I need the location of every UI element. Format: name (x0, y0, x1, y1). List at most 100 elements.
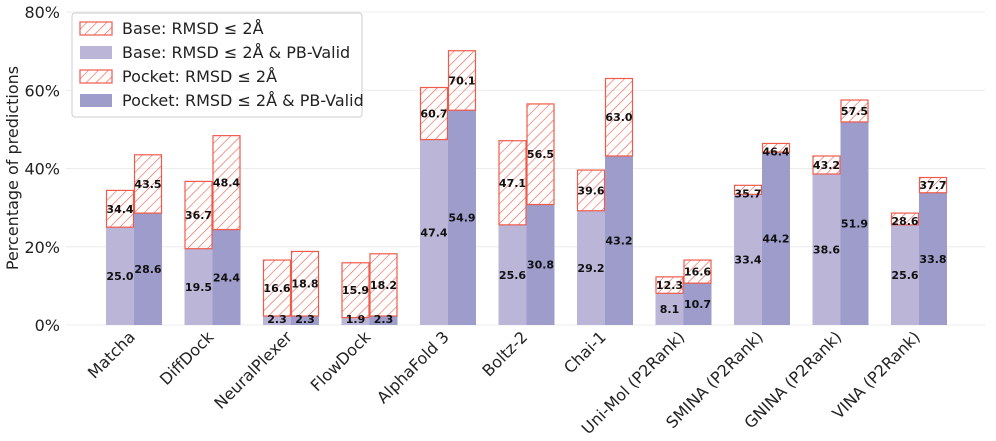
bar-base-pb-valid (577, 210, 605, 325)
bar-label-base-pb-valid: 25.6 (891, 269, 918, 282)
bar-base-rmsd (733, 184, 763, 195)
bar-label-base-rmsd: 12.3 (656, 279, 683, 292)
bar-label-pocket-rmsd: 18.2 (370, 279, 397, 292)
bar-label-base-pb-valid: 25.6 (499, 269, 526, 282)
bar-label-base-rmsd: 39.6 (577, 184, 604, 197)
bar-label-base-pb-valid: 29.2 (577, 262, 604, 275)
legend: Base: RMSD ≤ 2Å Base: RMSD ≤ 2Å & PB-Val… (71, 12, 364, 118)
y-tick-label: 20% (24, 238, 60, 257)
bar-pocket-pb-valid (605, 155, 633, 325)
bar-base-rmsd (890, 212, 920, 226)
bar-pocket-rmsd (369, 253, 398, 317)
x-tick-label: NeuralPlexer (210, 327, 296, 413)
bar-label-pocket-pb-valid: 2.3 (374, 313, 394, 326)
x-tick-label: FlowDock (307, 327, 375, 395)
bar-pocket-rmsd (526, 103, 555, 206)
bar-pocket-rmsd (918, 176, 948, 194)
bar-label-base-pb-valid: 19.5 (185, 281, 212, 294)
legend-label-pocket-pb: Pocket: RMSD ≤ 2Å & PB-Valid (122, 91, 364, 110)
bar-label-base-pb-valid: 47.4 (420, 226, 447, 239)
bar-base-pb-valid (734, 194, 762, 325)
y-axis-label: Percentage of predictions (3, 66, 22, 270)
legend-box (71, 12, 363, 118)
bar-label-base-pb-valid: 8.1 (660, 303, 680, 316)
bar-label-pocket-pb-valid: 30.8 (527, 259, 554, 272)
legend-swatch-base-pb (80, 46, 112, 59)
bar-base-rmsd (105, 189, 135, 228)
bar-pocket-pb-valid (134, 213, 162, 325)
bar-base-pb-valid (184, 248, 213, 325)
bar-label-pocket-rmsd: 37.7 (919, 179, 946, 192)
bar-label-pocket-pb-valid: 24.4 (213, 271, 240, 284)
bar-pocket-rmsd (133, 154, 163, 214)
bar-label-pocket-pb-valid: 43.2 (605, 234, 632, 247)
bar-pocket-pb-valid (683, 283, 712, 325)
bar-label-base-rmsd: 34.4 (106, 203, 133, 216)
y-tick-label: 40% (24, 160, 60, 179)
bar-pocket-rmsd (447, 50, 477, 111)
bar-base-rmsd (419, 86, 449, 141)
legend-label-pocket-rmsd: Pocket: RMSD ≤ 2Å (122, 67, 277, 86)
legend-swatch-pocket-pb (80, 94, 112, 107)
bar-pocket-rmsd (840, 99, 869, 123)
bar-base-pb-valid (420, 139, 448, 325)
bar-base-rmsd (341, 262, 370, 319)
x-tick-label: DiffDock (156, 327, 218, 389)
bar-label-pocket-pb-valid: 51.9 (841, 217, 868, 230)
legend-label-base-pb: Base: RMSD ≤ 2Å & PB-Valid (122, 43, 350, 62)
bar-pocket-rmsd (290, 250, 320, 317)
bar-label-pocket-pb-valid: 2.3 (295, 313, 315, 326)
x-tick-label: Matcha (84, 327, 139, 382)
bar-base-rmsd (498, 140, 527, 226)
bar-label-pocket-rmsd: 56.5 (527, 148, 554, 161)
bar-pocket-rmsd (683, 259, 712, 284)
legend-swatch-pocket-rmsd (79, 69, 113, 84)
bar-base-pb-valid (655, 293, 684, 325)
bar-label-base-pb-valid: 2.3 (267, 313, 287, 326)
bar-pocket-rmsd (604, 77, 634, 157)
bar-pocket-pb-valid (291, 316, 319, 325)
bar-label-pocket-rmsd: 63.0 (605, 111, 632, 124)
bar-base-pb-valid (341, 317, 370, 325)
bar-pocket-pb-valid (369, 316, 398, 325)
bar-label-pocket-pb-valid: 28.6 (134, 263, 161, 276)
bar-pocket-rmsd (761, 142, 791, 153)
bar-label-base-rmsd: 15.9 (342, 284, 369, 297)
bar-label-base-rmsd: 28.6 (891, 215, 918, 228)
bar-label-pocket-pb-valid: 33.8 (919, 253, 946, 266)
bar-label-pocket-rmsd: 46.4 (762, 145, 789, 158)
bar-pocket-pb-valid (840, 121, 869, 325)
bar-label-base-rmsd: 16.6 (263, 282, 290, 295)
bar-base-rmsd (576, 169, 606, 212)
bar-label-base-rmsd: 35.7 (734, 187, 761, 200)
bar-label-base-rmsd: 36.7 (185, 209, 212, 222)
bar-label-pocket-rmsd: 70.1 (448, 74, 475, 87)
bar-pocket-rmsd (212, 135, 241, 231)
bar-pocket-pb-valid (448, 110, 476, 325)
bar-label-pocket-rmsd: 48.4 (213, 177, 240, 190)
bar-label-base-rmsd: 47.1 (499, 177, 526, 190)
bar-pocket-pb-valid (526, 204, 555, 325)
bar-base-pb-valid (106, 227, 134, 325)
bar-label-pocket-rmsd: 16.6 (684, 266, 711, 279)
bar-base-rmsd (655, 276, 684, 294)
bar-label-pocket-rmsd: 43.5 (134, 178, 161, 191)
bar-label-base-pb-valid: 38.6 (813, 243, 840, 256)
bar-label-pocket-pb-valid: 10.7 (684, 298, 711, 311)
bar-base-rmsd (184, 180, 213, 250)
bar-label-base-pb-valid: 25.0 (106, 270, 133, 283)
bar-base-pb-valid (891, 224, 919, 325)
y-tick-label: 60% (24, 81, 60, 100)
bar-base-pb-valid (498, 224, 527, 325)
bar-label-base-pb-valid: 33.4 (734, 254, 761, 267)
x-tick-label: Boltz-2 (478, 327, 531, 380)
bar-pocket-pb-valid (212, 229, 241, 325)
bar-pocket-pb-valid (919, 192, 947, 325)
x-tick-label: AlphaFold 3 (373, 327, 453, 407)
bar-label-base-pb-valid: 1.9 (346, 313, 366, 326)
bar-label-pocket-rmsd: 18.8 (291, 278, 318, 291)
bar-base-rmsd (262, 259, 292, 317)
x-tick-label: Chai-1 (560, 327, 610, 377)
bar-label-pocket-rmsd: 57.5 (841, 105, 868, 118)
